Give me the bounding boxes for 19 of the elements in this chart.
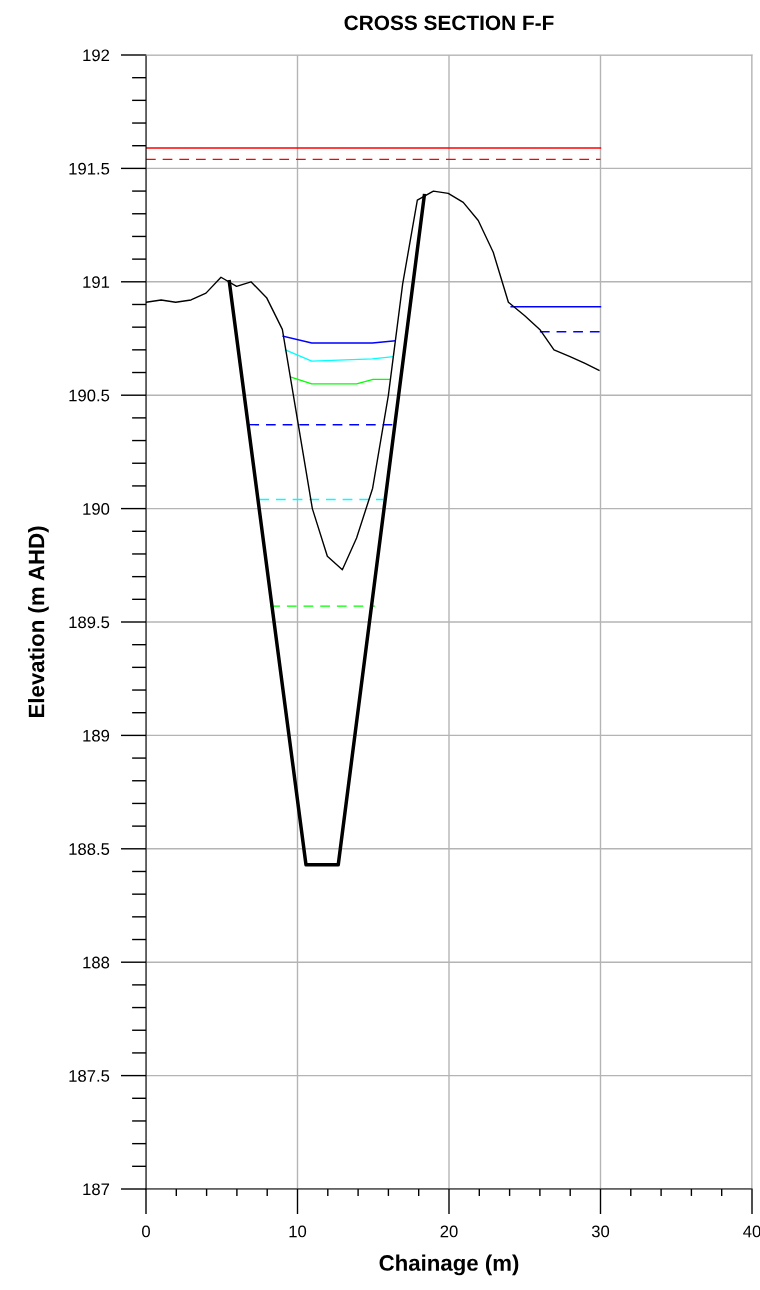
y-tick-label: 189 (83, 729, 110, 742)
y-tick-label: 188 (83, 956, 110, 969)
chart-title: CROSS SECTION F-F (344, 15, 554, 31)
y-tick-label: 189.5 (69, 616, 110, 629)
y-tick-label: 190 (83, 503, 110, 515)
y-tick-label: 187.5 (69, 1070, 110, 1082)
y-axis-title: Elevation (m AHD) (28, 526, 49, 718)
x-axis-title: Chainage (m) (379, 1254, 519, 1276)
y-tick-label: 191.5 (69, 162, 110, 175)
x-tick-label: 0 (142, 1225, 150, 1238)
y-tick-label: 188.5 (69, 843, 110, 855)
x-tick-label: 20 (440, 1225, 458, 1238)
y-tick-label: 187 (83, 1183, 110, 1196)
y-tick-label: 191 (83, 276, 110, 288)
y-tick-label: 190.5 (69, 389, 110, 402)
x-tick-label: 10 (289, 1225, 307, 1238)
x-tick-label: 40 (743, 1225, 760, 1238)
x-tick-label: 30 (591, 1225, 610, 1238)
y-tick-label: 192 (83, 49, 110, 62)
